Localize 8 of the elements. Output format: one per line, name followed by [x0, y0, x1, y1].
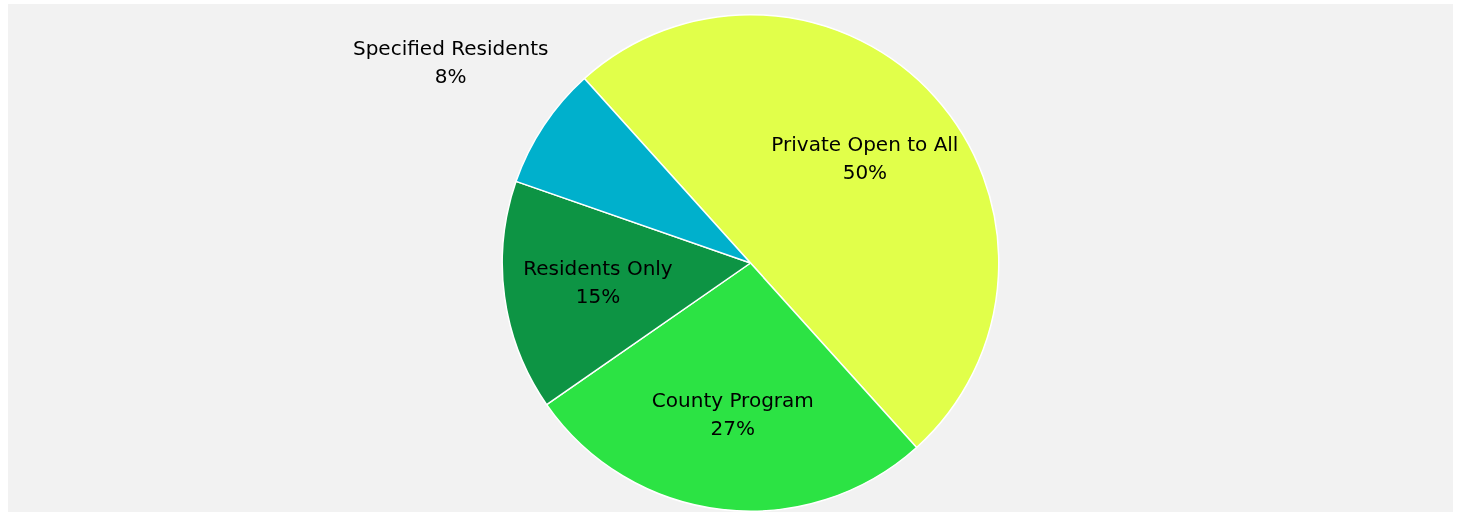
slice-label: Residents Only [523, 256, 673, 281]
slice-label: Private Open to All [771, 132, 959, 157]
slice-label: County Program [651, 388, 814, 413]
data-label: 8% [434, 64, 467, 88]
slice-label: Specified Residents [352, 36, 549, 60]
data-label: 50% [842, 160, 888, 185]
data-label: 27% [710, 416, 756, 441]
data-label: 15% [575, 284, 621, 309]
